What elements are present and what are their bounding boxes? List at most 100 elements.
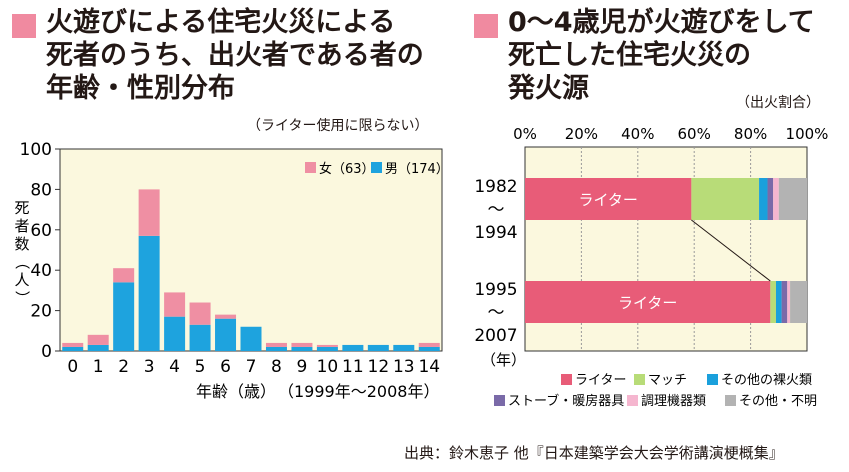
y-axis-label-char: 死 bbox=[14, 199, 29, 217]
legend-swatch-female bbox=[305, 162, 316, 173]
bar-female bbox=[62, 342, 84, 347]
x-tick-label: 60% bbox=[678, 125, 711, 143]
x-tick-label: 8 bbox=[271, 357, 282, 377]
legend-swatch bbox=[494, 395, 505, 406]
bar-male bbox=[291, 346, 313, 351]
x-tick-label: 1 bbox=[93, 357, 104, 377]
hbar-segment bbox=[790, 281, 807, 323]
unit-note: （出火割合） bbox=[736, 95, 820, 111]
hbar-segment bbox=[770, 281, 776, 323]
bar-male bbox=[215, 318, 237, 351]
legend-label: ライター bbox=[575, 373, 626, 388]
bar-male bbox=[367, 344, 389, 351]
category-label: 2007 bbox=[474, 326, 517, 346]
bar-female bbox=[316, 344, 338, 347]
title-marker bbox=[474, 14, 498, 38]
y-tick-label: 60 bbox=[30, 221, 52, 241]
y-axis-label-char: （ bbox=[13, 254, 31, 269]
x-tick-label: 13 bbox=[393, 357, 415, 377]
bar-female bbox=[189, 302, 211, 325]
x-tick-label: 4 bbox=[169, 357, 180, 377]
x-tick-label: 7 bbox=[246, 357, 257, 377]
y-tick-label: 80 bbox=[30, 180, 52, 200]
left-subtitle: （ライター使用に限らない） bbox=[247, 118, 429, 134]
bar-male bbox=[164, 316, 186, 351]
category-label: 1995 bbox=[474, 280, 517, 300]
hbar-segment bbox=[759, 178, 768, 220]
x-tick-label: 20% bbox=[565, 125, 598, 143]
legend-swatch bbox=[627, 395, 638, 406]
source-note: 出典：鈴木恵子 他『日本建築学会大会学術講演梗概集』 bbox=[404, 444, 784, 462]
legend-swatch bbox=[725, 395, 736, 406]
legend-swatch-male bbox=[371, 162, 382, 173]
category-label: ～ bbox=[488, 303, 505, 323]
connector-line bbox=[691, 219, 771, 282]
bar-female bbox=[164, 292, 186, 317]
legend-label: 調理機器類 bbox=[641, 394, 706, 409]
y-tick-label: 100 bbox=[20, 140, 52, 160]
category-label: ～ bbox=[488, 200, 505, 220]
y-axis-label-char: ） bbox=[13, 290, 31, 305]
bar-female bbox=[215, 314, 237, 319]
legend-label: 男（174） bbox=[385, 162, 449, 177]
hbar-segment bbox=[691, 178, 760, 220]
bar-female bbox=[418, 342, 440, 347]
x-tick-label: 2 bbox=[118, 357, 129, 377]
bar-male bbox=[240, 326, 262, 351]
hbar-segment bbox=[525, 178, 692, 220]
y-tick-label: 20 bbox=[30, 302, 52, 322]
period-note: （1999年～2008年） bbox=[278, 382, 439, 401]
hbar-segment bbox=[775, 281, 782, 323]
legend-label: その他の裸火類 bbox=[721, 373, 812, 388]
y-axis-label-char: 数 bbox=[14, 235, 29, 253]
x-tick-label: 0 bbox=[67, 357, 78, 377]
bar-female bbox=[138, 189, 160, 236]
x-tick-label: 10 bbox=[317, 357, 339, 377]
bar-male bbox=[265, 346, 287, 351]
right-title-text: 0～4歳児が火遊びをして 死亡した住宅火災の 発火源 bbox=[508, 7, 815, 104]
bar-male bbox=[87, 344, 109, 351]
bar-male bbox=[418, 346, 440, 351]
legend-label: その他・不明 bbox=[739, 394, 817, 409]
x-tick-label: 80% bbox=[734, 125, 767, 143]
legend-swatch bbox=[561, 374, 572, 385]
hbar-segment bbox=[773, 178, 779, 220]
x-tick-label: 9 bbox=[297, 357, 308, 377]
legend-label: ストーブ・暖房器具 bbox=[508, 393, 624, 409]
x-tick-label: 0% bbox=[513, 125, 537, 143]
title-marker bbox=[12, 14, 36, 38]
bar-male bbox=[113, 282, 135, 351]
hbar-segment bbox=[525, 281, 771, 323]
legend-swatch bbox=[707, 374, 718, 385]
y-axis-label-char: 人 bbox=[14, 271, 29, 289]
bar-female bbox=[113, 268, 135, 283]
x-tick-label: 11 bbox=[342, 357, 364, 377]
year-axis-label: （年） bbox=[481, 351, 526, 369]
x-tick-label: 6 bbox=[220, 357, 231, 377]
hbar-segment bbox=[778, 178, 807, 220]
legend-label: 女（63） bbox=[319, 161, 375, 177]
y-axis-label-char: 者 bbox=[14, 217, 29, 235]
legend-label: マッチ bbox=[648, 373, 687, 388]
x-tick-label: 5 bbox=[195, 357, 206, 377]
y-tick-label: 0 bbox=[41, 342, 52, 362]
hbar-segment bbox=[767, 178, 774, 220]
bar-label: ライター bbox=[578, 191, 637, 209]
hbar-segment bbox=[787, 281, 791, 323]
bar-female bbox=[291, 342, 313, 347]
bar-female bbox=[265, 342, 287, 347]
category-label: 1994 bbox=[474, 223, 517, 243]
x-axis-label: 年齢（歳） bbox=[196, 382, 276, 401]
x-tick-label: 14 bbox=[418, 357, 440, 377]
hbar-segment bbox=[781, 281, 788, 323]
bar-male bbox=[316, 346, 338, 351]
bar-male bbox=[393, 344, 415, 351]
x-tick-label: 40% bbox=[621, 125, 654, 143]
left-title-text: 火遊びによる住宅火災による 死者のうち、出火者である者の 年齢・性別分布 bbox=[46, 7, 424, 104]
y-tick-label: 40 bbox=[30, 261, 52, 281]
bar-male bbox=[138, 235, 160, 351]
bar-label: ライター bbox=[618, 294, 677, 312]
legend-swatch bbox=[634, 374, 645, 385]
x-tick-label: 12 bbox=[368, 357, 390, 377]
